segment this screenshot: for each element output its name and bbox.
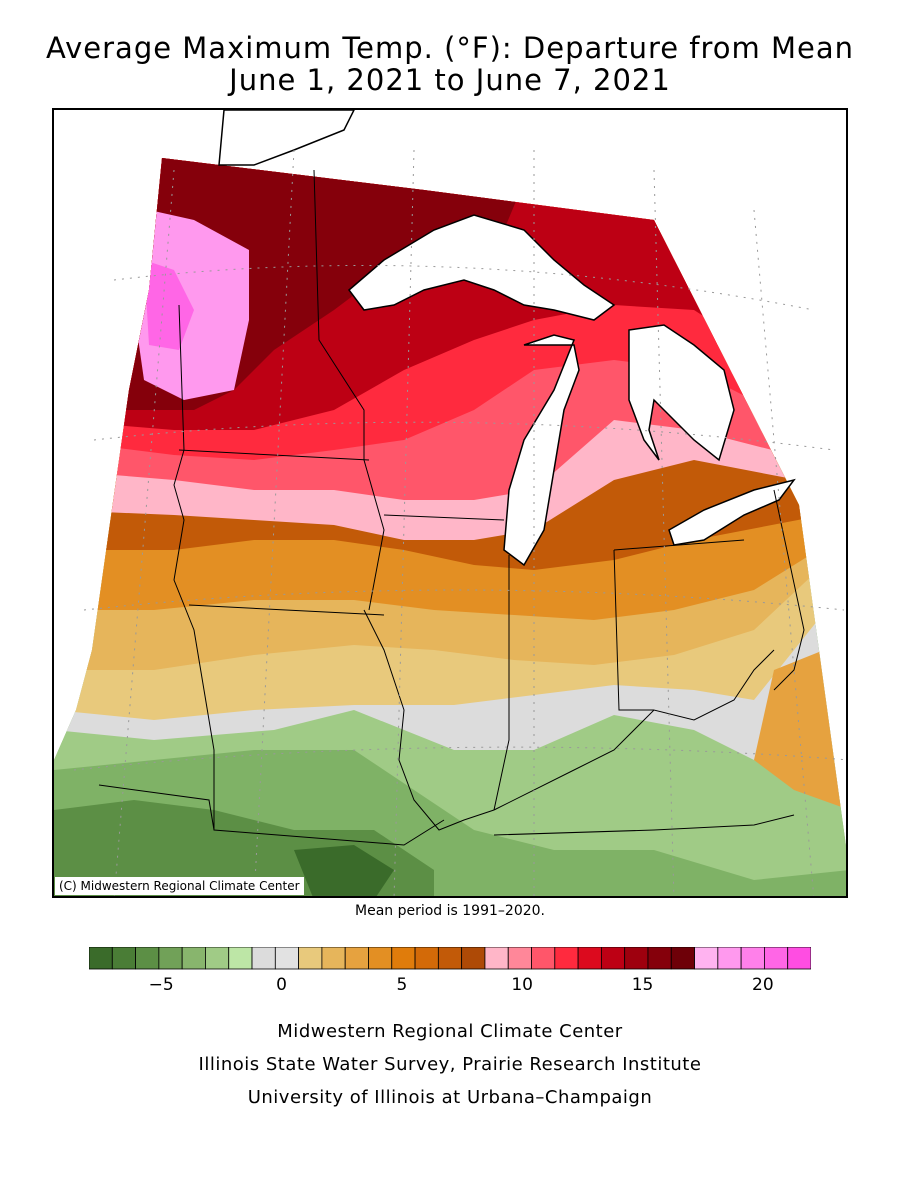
lake-superior: [347, 214, 616, 321]
legend-swatch: [321, 947, 346, 970]
map-date-range: June 1, 2021 to June 7, 2021: [229, 63, 671, 97]
legend-swatch: [787, 947, 811, 970]
canada-blank: [218, 110, 355, 166]
legend-swatch: [740, 947, 765, 970]
band-pos21: [144, 260, 194, 350]
legend-tick-label: 10: [511, 975, 533, 995]
legend-swatch: [111, 947, 136, 970]
legend-swatch: [507, 947, 532, 970]
legend-swatch: [670, 947, 695, 970]
graticule: [73, 149, 846, 896]
il-in-border: [493, 555, 510, 811]
legend-swatch: [484, 947, 509, 970]
mo-ar-border: [98, 784, 445, 846]
legend-swatch: [461, 947, 486, 970]
legend-swatch: [414, 947, 439, 970]
in-oh-border: [613, 549, 654, 711]
legend-swatch: [764, 947, 789, 970]
oh-pa-border: [773, 489, 805, 691]
legend-swatch: [135, 947, 160, 970]
legend-tick-label: 15: [631, 975, 654, 995]
legend-swatch: [368, 947, 393, 970]
credit-label: (C) Midwestern Regional Climate Center: [55, 877, 304, 895]
legend-swatch: [391, 947, 416, 970]
legend-swatch: [274, 947, 300, 970]
mississippi-river: [363, 609, 495, 831]
wi-il-border: [383, 514, 505, 521]
legend-swatch: [577, 947, 602, 970]
legend-swatch: [694, 947, 719, 970]
ky-tn-border: [493, 814, 795, 836]
legend-swatch: [344, 947, 369, 970]
map-panel: (C) Midwestern Regional Climate Center: [52, 108, 848, 898]
legend-swatch: [298, 947, 323, 970]
legend-tick-label: 20: [752, 975, 774, 995]
footer-university: University of Illinois at Urbana–Champai…: [247, 1087, 653, 1108]
state-borders: [98, 169, 805, 846]
mn-wi-border: [313, 169, 385, 611]
legend-swatch: [181, 947, 206, 970]
color-legend-bar: [89, 947, 811, 970]
lake-erie: [668, 478, 796, 546]
legend-swatch: [205, 947, 230, 970]
lake-michigan: [503, 334, 580, 567]
great-lakes: [218, 110, 796, 567]
legend-swatch: [647, 947, 672, 970]
legend-tick-label: 0: [276, 975, 287, 995]
legend-swatch: [437, 947, 463, 970]
ohio-river: [493, 649, 775, 811]
legend-swatch: [89, 947, 113, 970]
mn-ia-border: [178, 449, 370, 461]
legend-swatch: [717, 947, 742, 970]
legend-swatch: [158, 947, 183, 970]
legend-tick-label: −5: [148, 975, 174, 995]
legend-swatch: [554, 947, 579, 970]
legend-swatch: [624, 947, 649, 970]
west-border-line: [173, 304, 215, 830]
map-title: Average Maximum Temp. (°F): Departure fr…: [45, 31, 855, 65]
legend-swatch: [531, 947, 556, 970]
mi-oh-border: [613, 539, 745, 551]
lake-huron: [628, 324, 735, 462]
legend-swatch: [600, 947, 626, 970]
footer-survey: Illinois State Water Survey, Prairie Res…: [198, 1054, 702, 1075]
footer-org: Midwestern Regional Climate Center: [277, 1021, 623, 1042]
mean-period-note: Mean period is 1991–2020.: [355, 903, 545, 919]
legend-tick-label: 5: [396, 975, 408, 995]
legend-swatch: [228, 947, 253, 970]
ia-mo-border: [188, 604, 385, 616]
departure-map: [54, 110, 846, 896]
band-neg7: [294, 845, 394, 896]
legend-swatch: [251, 947, 276, 970]
